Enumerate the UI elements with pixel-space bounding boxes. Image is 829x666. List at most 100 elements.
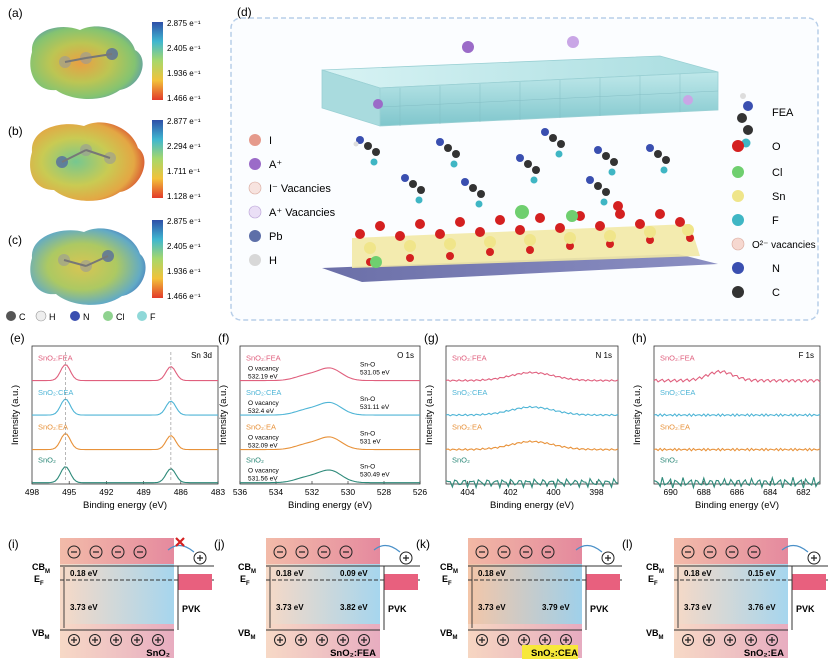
hole-icon <box>766 634 778 646</box>
legend-label-pb: Pb <box>269 231 282 243</box>
panel-label-k: (k) <box>416 537 430 551</box>
xps-curve <box>653 475 821 490</box>
series-label: SnO₂:FEA <box>452 354 487 363</box>
legend-label-h: H <box>269 255 277 267</box>
sample-label: SnO₂:FEA <box>330 648 376 659</box>
x-tick-label: 684 <box>763 487 777 497</box>
pvk-block <box>384 574 418 590</box>
cb-offset-value: 0.18 eV <box>70 569 98 578</box>
gap-value: 3.73 eV <box>478 603 506 612</box>
sn-o-value: 530.49 eV <box>360 472 390 479</box>
transfer-arrow <box>575 544 603 553</box>
ef-label: EF <box>34 574 44 587</box>
cation-ion <box>683 95 693 105</box>
esp-panels: (a) (b) (c) 2.875 e⁻¹ 2.405 e⁻¹ 1.93 <box>6 6 201 322</box>
xps-curve <box>240 469 420 484</box>
panel-label-j: (j) <box>214 537 225 551</box>
right-offset-value: 0.09 eV <box>340 569 368 578</box>
hole-icon <box>68 634 80 646</box>
legend-dot-h <box>249 254 261 266</box>
transfer-hole-icon <box>807 551 821 565</box>
atom-label-h: H <box>49 312 56 322</box>
esp-tick: 1.936 e⁻¹ <box>167 69 201 78</box>
legend-label-n: N <box>772 263 780 275</box>
pvk-label: PVK <box>590 604 609 614</box>
atom-label-f: F <box>150 312 156 322</box>
right-offset-value: 0.15 eV <box>748 569 776 578</box>
right-gap-value: 3.79 eV <box>542 603 570 612</box>
legend-dot-a-vacancy <box>248 205 262 219</box>
hole-icon <box>316 634 328 646</box>
esp-molecule-a <box>30 26 143 100</box>
series-label: SnO₂:CEA <box>452 388 487 397</box>
sample-highlight <box>522 645 578 659</box>
esp-tick: 2.877 e⁻¹ <box>167 117 201 126</box>
xps-panel-g: (g) N 1s Binding energy (eV) Intensity (a.u… <box>424 331 619 511</box>
atom-label-cl: Cl <box>116 312 125 322</box>
xps-curve <box>32 466 218 484</box>
xps-core-level: N 1s <box>596 351 612 360</box>
o-vacancy-value: 532.19 eV <box>248 374 278 381</box>
x-tick-label: 526 <box>413 487 427 497</box>
legend-label-f: F <box>772 215 779 227</box>
hole-icon <box>89 634 101 646</box>
right-gap-value: 3.76 eV <box>748 603 776 612</box>
atom-legend: C H N Cl F <box>6 310 156 322</box>
sn-o-label: Sn-O <box>360 464 375 471</box>
legend-label-o-vacancy: O²⁻ vacancies <box>752 240 816 251</box>
pvk-label: PVK <box>182 604 201 614</box>
right-gap-value: 3.82 eV <box>340 603 368 612</box>
vb-label: VBM <box>646 628 664 641</box>
esp-tick: 2.294 e⁻¹ <box>167 142 201 151</box>
esp-scale-c: 2.875 e⁻¹ 2.405 e⁻¹ 1.936 e⁻¹ 1.466 e⁻¹ <box>152 217 201 301</box>
esp-scale-a: 2.875 e⁻¹ 2.405 e⁻¹ 1.936 e⁻¹ 1.466 e⁻¹ <box>152 19 201 103</box>
hole-icon <box>358 634 370 646</box>
series-label: SnO₂:CEA <box>246 388 281 397</box>
blocked-icon <box>175 537 185 547</box>
transfer-arrow <box>781 544 809 553</box>
electron-icon <box>725 545 739 559</box>
ef-label: EF <box>442 574 452 587</box>
xps-curve <box>445 371 619 382</box>
xps-panel-e: (e) Sn 3d Binding energy (eV) Intensity (a.… <box>10 331 225 511</box>
xps-curve <box>445 405 619 417</box>
legend-label-i-vacancy: I⁻ Vacancies <box>269 183 331 195</box>
electron-icon <box>681 545 695 559</box>
esp-tick: 1.466 e⁻¹ <box>167 94 201 103</box>
xps-curve <box>653 447 821 452</box>
panel-label-f: (f) <box>218 331 229 345</box>
esp-tick: 2.875 e⁻¹ <box>167 19 201 28</box>
hole-icon <box>682 634 694 646</box>
transfer-hole-icon <box>601 551 615 565</box>
xps-curve <box>32 433 218 451</box>
transfer-hole-icon <box>193 551 207 565</box>
xps-curve <box>32 364 218 382</box>
atom-dot-cl <box>103 311 113 321</box>
hole-icon <box>131 634 143 646</box>
x-tick-label: 534 <box>269 487 283 497</box>
gap-value: 3.73 eV <box>70 603 98 612</box>
schematic-right-legend: O Cl Sn F O²⁻ vacancies N C <box>731 140 816 299</box>
electron-icon <box>67 545 81 559</box>
atom-dot-n <box>70 311 80 321</box>
legend-label-iodide: I <box>269 135 272 147</box>
hole-icon <box>724 634 736 646</box>
fea-label: FEA <box>772 107 794 119</box>
panel-label-b: (b) <box>8 124 23 138</box>
sn-o-label: Sn-O <box>360 362 375 369</box>
o-vacancy-value: 531.56 eV <box>248 476 278 483</box>
o-vacancy-value: 532.4 eV <box>248 408 275 415</box>
panel-label-i: (i) <box>8 537 19 551</box>
series-label: SnO₂:FEA <box>246 354 281 363</box>
hole-icon <box>476 634 488 646</box>
gap-value: 3.73 eV <box>684 603 712 612</box>
panel-label-g: (g) <box>424 331 439 345</box>
o-vacancy-label: O vacancy <box>248 400 279 407</box>
y-axis-label: Intensity (a.u.) <box>424 385 435 445</box>
legend-dot-o <box>732 140 744 152</box>
panel-label-c: (c) <box>8 233 22 247</box>
legend-dot-sn <box>732 190 744 202</box>
legend-dot-f <box>732 214 744 226</box>
